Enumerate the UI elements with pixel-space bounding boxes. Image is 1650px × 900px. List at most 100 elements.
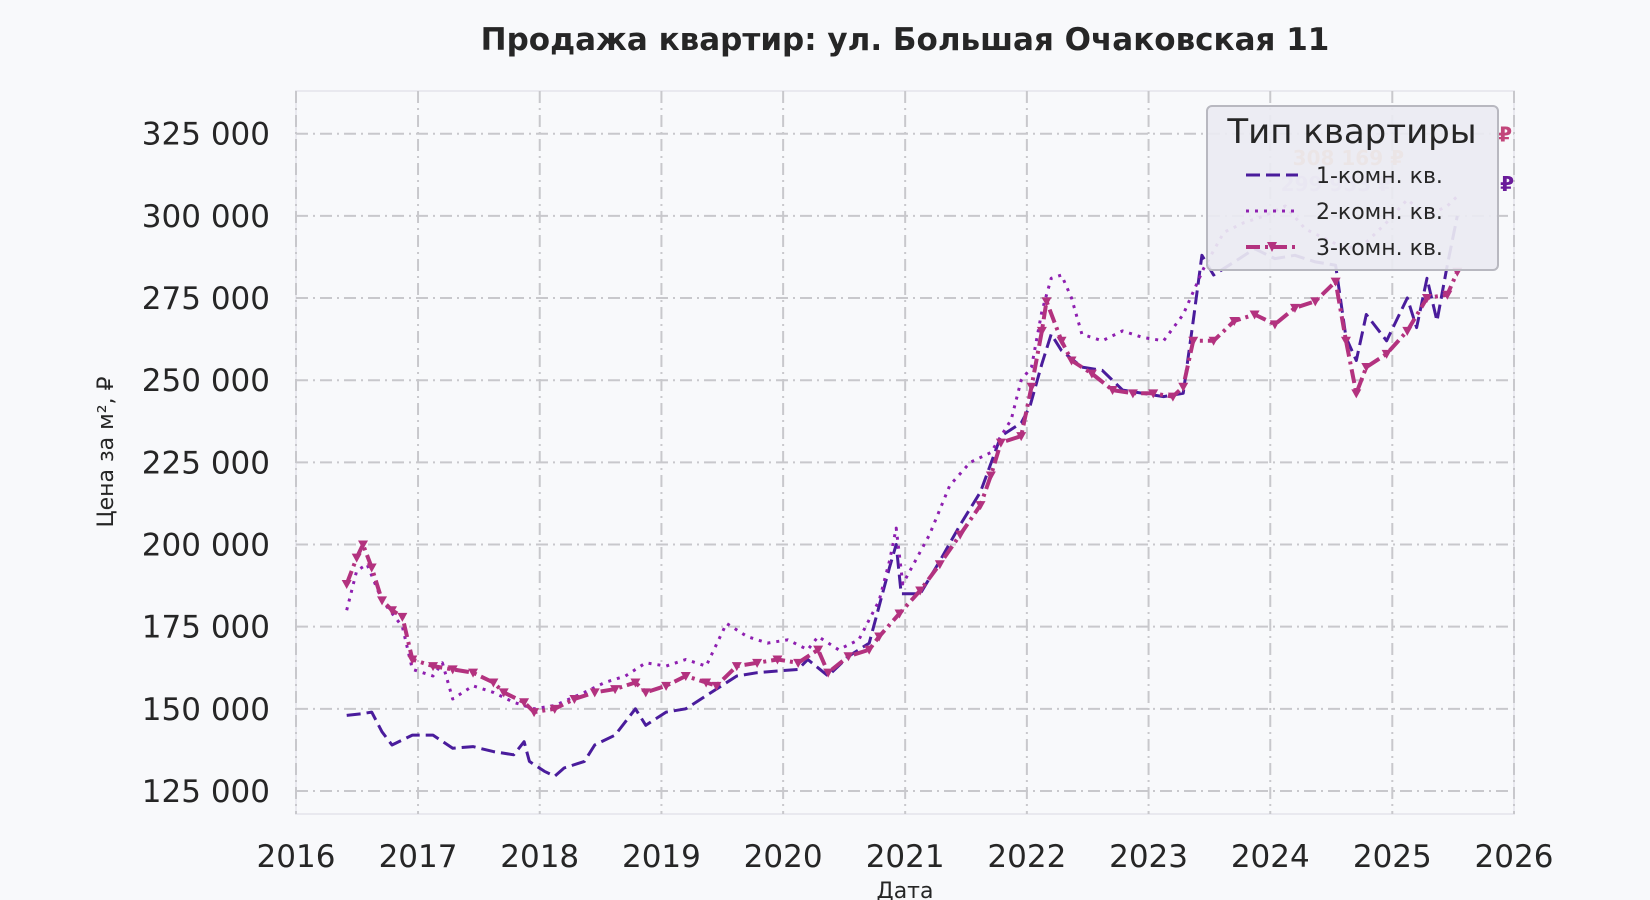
series-marker (377, 596, 388, 606)
tick-labels: 2016 2017 2018 2019 2020 2021 2022 2023 2024 2025… (142, 117, 1554, 875)
series-marker (1269, 320, 1280, 330)
y-tick-label: 325 000 (142, 117, 270, 153)
series-marker (934, 560, 945, 570)
series-marker (428, 662, 439, 672)
legend-items: 1-комн. кв. 2-комн. кв. 3-комн. кв. (1246, 164, 1443, 261)
series-marker (1442, 290, 1453, 300)
series-line-2 (345, 195, 1459, 711)
series-marker (874, 632, 885, 642)
series-marker (1107, 386, 1118, 396)
series-marker (711, 681, 722, 691)
x-tick-label: 2017 (379, 839, 458, 875)
series-marker (1229, 317, 1240, 327)
series-marker (1127, 389, 1138, 399)
series-marker (468, 668, 479, 678)
x-tick-label: 2023 (1109, 839, 1188, 875)
series-marker (1208, 336, 1219, 346)
end-value-label: ₽ (1498, 123, 1512, 147)
series-marker (1402, 326, 1413, 336)
series-marker (1289, 303, 1300, 313)
series-marker (915, 586, 926, 596)
series-line-1 (346, 215, 1459, 778)
series-marker (366, 563, 377, 573)
series-marker (488, 678, 499, 688)
series-marker (1310, 297, 1321, 307)
series-marker (985, 471, 996, 481)
series-marker (772, 655, 783, 665)
series-marker (1086, 369, 1097, 379)
series-marker (813, 645, 824, 655)
series-marker (752, 658, 763, 668)
series-marker (955, 530, 966, 540)
series-marker (341, 579, 352, 589)
series-marker (975, 501, 986, 511)
chart-title: Продажа квартир: ул. Большая Очаковская … (481, 22, 1330, 58)
y-tick-label: 125 000 (142, 774, 270, 810)
series-marker (589, 688, 600, 698)
x-tick-label: 2025 (1353, 839, 1432, 875)
x-tick-label: 2019 (622, 839, 701, 875)
series-marker (610, 685, 621, 695)
x-tick-label: 2018 (500, 839, 579, 875)
series-marker (1340, 336, 1351, 346)
series-marker (843, 652, 854, 662)
y-tick-label: 300 000 (142, 199, 270, 235)
y-tick-label: 150 000 (142, 692, 270, 728)
x-tick-label: 2024 (1231, 839, 1310, 875)
end-value-label: ₽ (1500, 172, 1514, 196)
y-tick-label: 200 000 (142, 528, 270, 564)
series-marker (1016, 432, 1027, 442)
series-marker (549, 704, 560, 714)
series-marker (1148, 389, 1159, 399)
series-marker (680, 671, 691, 681)
legend-label: 2-комн. кв. (1316, 200, 1443, 225)
x-tick-label: 2021 (866, 839, 945, 875)
legend-box (1206, 105, 1499, 271)
series-marker (569, 694, 580, 704)
series-marker (387, 606, 398, 616)
series-marker (1381, 349, 1392, 359)
series-marker (1167, 392, 1178, 402)
series-marker (447, 665, 458, 675)
series-marker (1041, 297, 1052, 307)
y-tick-label: 175 000 (142, 610, 270, 646)
series-marker (1066, 356, 1077, 366)
series-marker (1056, 336, 1067, 346)
series-marker (407, 655, 418, 665)
series-layer (341, 195, 1463, 778)
series-marker (823, 668, 834, 678)
series-marker (529, 708, 540, 718)
series-marker (793, 658, 804, 668)
x-tick-label: 2022 (987, 839, 1066, 875)
series-marker (731, 662, 742, 672)
legend: Тип квартиры 1-комн. кв. 2-комн. кв. 3-ком… (1206, 105, 1499, 271)
series-marker (1330, 277, 1341, 287)
x-tick-label: 2016 (257, 839, 336, 875)
legend-marker (1267, 242, 1277, 252)
series-marker (1361, 363, 1372, 373)
series-marker (701, 678, 712, 688)
series-marker (1036, 326, 1047, 336)
x-axis-label: Дата (877, 879, 934, 900)
y-tick-label: 225 000 (142, 445, 270, 481)
series-marker (1178, 382, 1189, 392)
series-marker (519, 698, 530, 708)
series-marker (498, 688, 509, 698)
legend-title: Тип квартиры (1226, 112, 1476, 152)
series-marker (640, 688, 651, 698)
legend-label: 3-комн. кв. (1316, 236, 1443, 261)
series-marker (397, 612, 408, 622)
series-marker (1421, 294, 1432, 304)
x-tick-label: 2020 (744, 839, 823, 875)
x-tick-label: 2026 (1475, 839, 1554, 875)
legend-label: 1-комн. кв. (1316, 164, 1443, 189)
series-marker (351, 553, 362, 563)
series-marker (1249, 310, 1260, 320)
y-axis-label: Цена за м², ₽ (94, 376, 119, 527)
series-marker (1026, 382, 1037, 392)
series-marker (358, 540, 369, 550)
series-marker (864, 645, 875, 655)
series-marker (661, 681, 672, 691)
series-marker (894, 609, 905, 619)
